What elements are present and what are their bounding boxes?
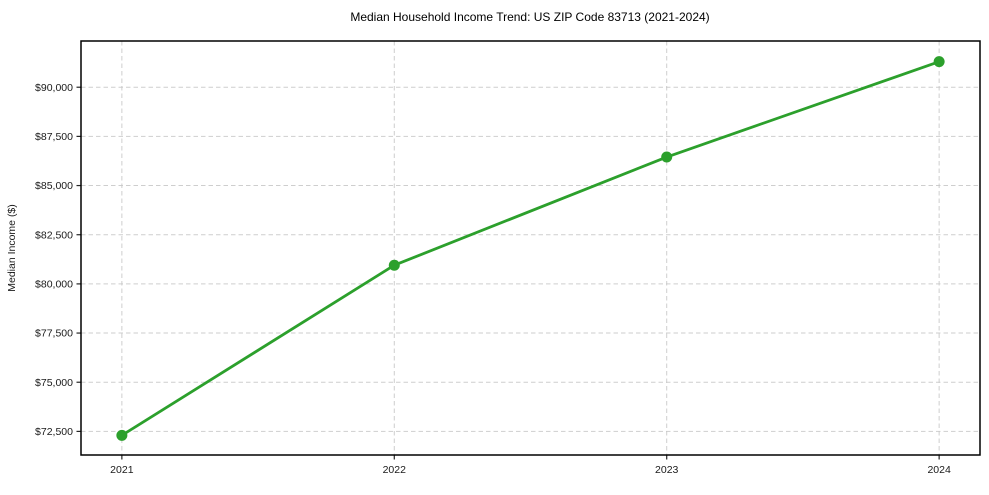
y-tick-label: $75,000: [35, 377, 73, 389]
axis-layer: $72,500 $75,000 $77,500 $80,000 $82,500 $85,0…: [35, 40, 981, 476]
y-axis-label: Median Income ($): [6, 204, 18, 292]
x-tick-label: 2023: [655, 464, 679, 476]
trend-line: [120, 60, 941, 437]
y-tick-label: $72,500: [35, 426, 73, 438]
y-tick-label: $80,000: [35, 279, 73, 291]
chart-title: Median Household Income Trend: US ZIP Co…: [350, 10, 709, 24]
y-tick-label: $87,500: [35, 131, 73, 143]
y-tick-label: $77,500: [35, 328, 73, 340]
y-tick-label: $85,000: [35, 180, 73, 192]
x-tick-label: 2022: [383, 464, 407, 476]
data-point-2024: [933, 56, 945, 68]
y-tick-label: $90,000: [35, 82, 73, 94]
grid-layer: [81, 41, 980, 455]
trend-series: [116, 56, 945, 441]
y-tick-label: $82,500: [35, 229, 73, 241]
x-tick-label: 2024: [927, 464, 951, 476]
data-point-2021: [116, 429, 128, 441]
x-tick-label: 2021: [110, 464, 134, 476]
plot-frame: [80, 40, 981, 456]
data-point-2023: [661, 151, 673, 163]
data-point-2022: [388, 259, 400, 271]
